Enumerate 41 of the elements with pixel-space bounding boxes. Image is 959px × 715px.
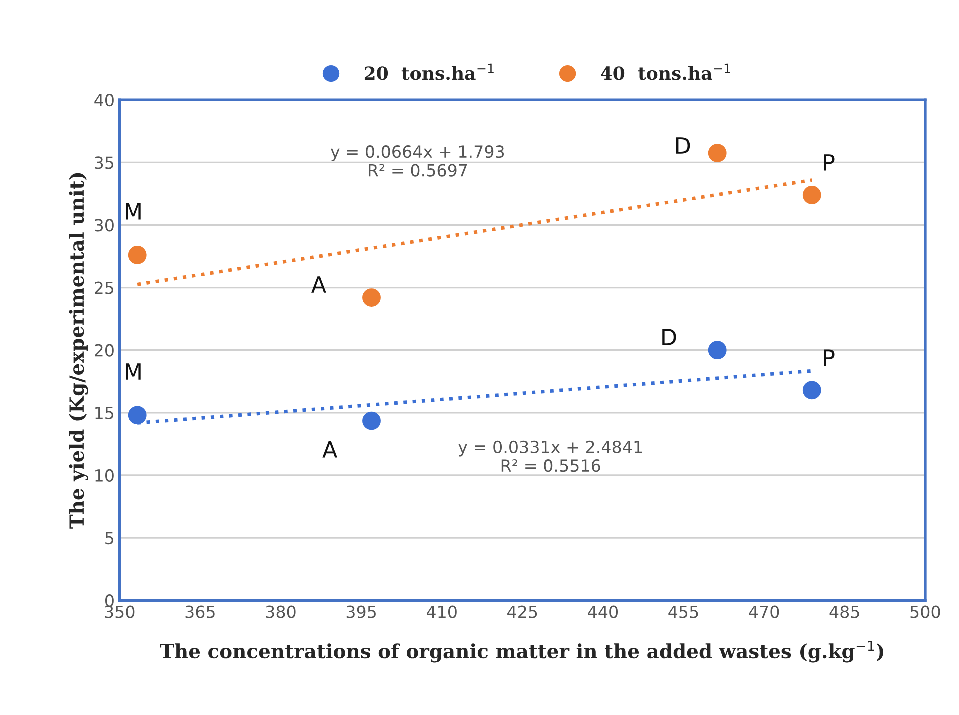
x-tick-label: 425 (508, 606, 538, 618)
annotation: D (662, 329, 676, 346)
annotation: y = 0.0664x + 1.793 R² = 0.5697 (330, 146, 504, 177)
annotation: A (322, 442, 338, 458)
point (128, 246, 147, 264)
annotation: M (126, 204, 141, 220)
legend-label: 20 tons.ha$^{−1}$ (364, 64, 494, 80)
point (362, 412, 381, 430)
y-tick-label: 40 (94, 94, 114, 107)
y-axis-title: The yield (Kg/experimental unit) (69, 173, 88, 529)
annotation: A (312, 276, 326, 293)
y-tick-label: 20 (95, 344, 114, 357)
point (362, 288, 381, 307)
y-tick-label: 30 (95, 219, 114, 232)
x-tick-label: 440 (588, 606, 618, 618)
y-tick-label: 5 (106, 532, 114, 545)
x-axis-title: The concentrations of organic matter in the added wastes (g.kg$^{−1}$) (160, 641, 884, 663)
x-tick-label: 410 (427, 606, 457, 618)
annotation: P (824, 350, 835, 366)
annotation: M (126, 364, 141, 380)
x-tick-label: 500 (910, 606, 940, 618)
x-tick-label: 365 (186, 606, 215, 618)
x-tick-label: 350 (105, 606, 135, 618)
x-tick-label: 395 (346, 606, 376, 618)
point (708, 144, 727, 162)
annotation: P (824, 154, 835, 171)
point (802, 186, 822, 204)
y-tick-label: 10 (96, 469, 114, 482)
legend-label: 40 tons.ha$^{−1}$ (601, 64, 730, 80)
point (128, 406, 147, 425)
x-tick-label: 455 (668, 606, 698, 618)
point (708, 341, 727, 360)
annotation: D (676, 138, 690, 154)
point (802, 381, 822, 400)
annotation: y = 0.0331x + 2.4841 R² = 0.5516 (458, 440, 642, 472)
x-tick-label: 485 (830, 606, 860, 618)
y-tick-label: 35 (95, 156, 114, 170)
y-tick-label: 15 (96, 407, 114, 420)
x-tick-label: 470 (749, 606, 780, 618)
x-tick-label: 380 (266, 606, 296, 618)
y-tick-label: 25 (95, 282, 114, 294)
